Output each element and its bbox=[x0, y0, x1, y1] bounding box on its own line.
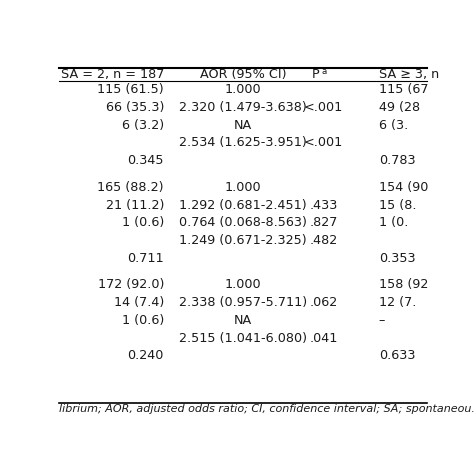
Text: P: P bbox=[311, 67, 319, 81]
Text: 1 (0.6): 1 (0.6) bbox=[122, 314, 164, 327]
Text: .827: .827 bbox=[310, 216, 338, 229]
Text: 21 (11.2): 21 (11.2) bbox=[106, 199, 164, 211]
Text: .433: .433 bbox=[310, 199, 338, 211]
Text: 1.000: 1.000 bbox=[225, 279, 261, 292]
Text: 2.534 (1.625-3.951): 2.534 (1.625-3.951) bbox=[179, 137, 307, 149]
Text: 1.249 (0.671-2.325): 1.249 (0.671-2.325) bbox=[179, 234, 307, 247]
Text: 1.292 (0.681-2.451): 1.292 (0.681-2.451) bbox=[179, 199, 307, 211]
Text: 14 (7.4): 14 (7.4) bbox=[114, 296, 164, 309]
Text: 2.338 (0.957-5.711): 2.338 (0.957-5.711) bbox=[179, 296, 307, 309]
Text: 15 (8.: 15 (8. bbox=[379, 199, 416, 211]
Text: NA: NA bbox=[234, 118, 252, 132]
Text: 154 (90: 154 (90 bbox=[379, 181, 428, 194]
Text: AOR (95% CI): AOR (95% CI) bbox=[200, 67, 286, 81]
Text: 66 (35.3): 66 (35.3) bbox=[106, 101, 164, 114]
Text: 6 (3.: 6 (3. bbox=[379, 118, 408, 132]
Text: 0.633: 0.633 bbox=[379, 349, 415, 362]
Text: 115 (61.5): 115 (61.5) bbox=[97, 83, 164, 96]
Text: 1 (0.6): 1 (0.6) bbox=[122, 216, 164, 229]
Text: 0.240: 0.240 bbox=[128, 349, 164, 362]
Text: 1 (0.: 1 (0. bbox=[379, 216, 408, 229]
Text: 1.000: 1.000 bbox=[225, 83, 261, 96]
Text: .041: .041 bbox=[310, 332, 338, 345]
Text: a: a bbox=[322, 67, 327, 76]
Text: 2.320 (1.479-3.638): 2.320 (1.479-3.638) bbox=[179, 101, 307, 114]
Text: 0.783: 0.783 bbox=[379, 154, 416, 167]
Text: 165 (88.2): 165 (88.2) bbox=[98, 181, 164, 194]
Text: <.001: <.001 bbox=[304, 137, 343, 149]
Text: 12 (7.: 12 (7. bbox=[379, 296, 416, 309]
Text: 0.764 (0.068-8.563): 0.764 (0.068-8.563) bbox=[179, 216, 307, 229]
Text: <.001: <.001 bbox=[304, 101, 343, 114]
Text: .482: .482 bbox=[310, 234, 338, 247]
Text: –: – bbox=[379, 314, 385, 327]
Text: SA = 2, n = 187: SA = 2, n = 187 bbox=[61, 67, 164, 81]
Text: NA: NA bbox=[234, 314, 252, 327]
Text: 2.515 (1.041-6.080): 2.515 (1.041-6.080) bbox=[179, 332, 307, 345]
Text: 0.711: 0.711 bbox=[128, 252, 164, 264]
Text: 158 (92: 158 (92 bbox=[379, 279, 428, 292]
Text: librium; AOR, adjusted odds ratio; CI, confidence interval; SA; spontaneou...: librium; AOR, adjusted odds ratio; CI, c… bbox=[59, 404, 474, 414]
Text: 0.353: 0.353 bbox=[379, 252, 416, 264]
Text: 172 (92.0): 172 (92.0) bbox=[98, 279, 164, 292]
Text: 49 (28: 49 (28 bbox=[379, 101, 420, 114]
Text: 6 (3.2): 6 (3.2) bbox=[122, 118, 164, 132]
Text: 1.000: 1.000 bbox=[225, 181, 261, 194]
Text: 115 (67: 115 (67 bbox=[379, 83, 428, 96]
Text: .062: .062 bbox=[310, 296, 338, 309]
Text: 0.345: 0.345 bbox=[128, 154, 164, 167]
Text: SA ≥ 3, n: SA ≥ 3, n bbox=[379, 67, 439, 81]
